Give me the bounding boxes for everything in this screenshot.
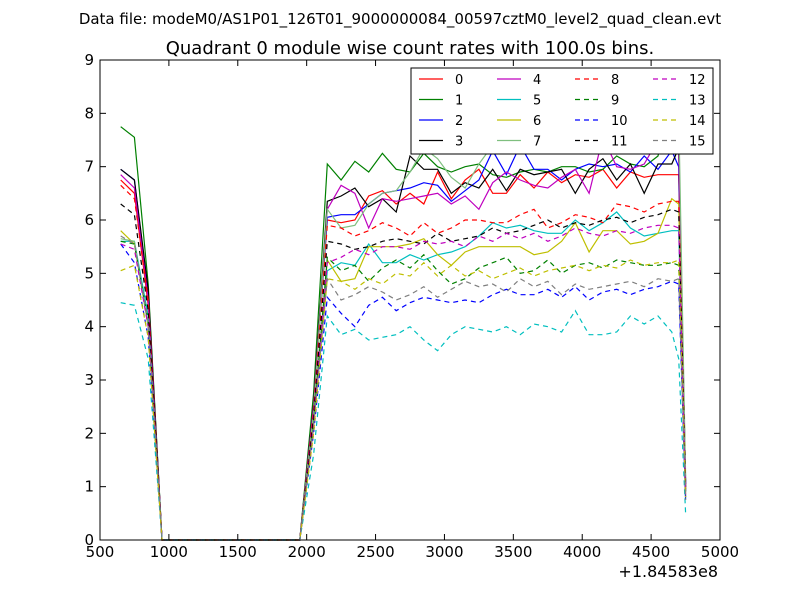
series-line-0 <box>120 168 687 541</box>
y-tick-label: 1 <box>84 478 94 496</box>
y-tick-label: 9 <box>84 51 94 69</box>
x-tick-label: 2000 <box>288 543 326 561</box>
y-tick-label: 2 <box>84 424 94 442</box>
legend-label-7: 7 <box>533 135 541 150</box>
series-line-7 <box>120 93 687 541</box>
series-line-2 <box>120 144 687 541</box>
legend-label-8: 8 <box>611 73 619 88</box>
legend-label-12: 12 <box>689 73 706 88</box>
y-tick-label: 6 <box>84 211 94 229</box>
x-offset-label: +1.84583e8 <box>618 562 718 581</box>
series-line-6 <box>120 197 687 541</box>
legend-box <box>410 67 714 155</box>
x-tick-label: 500 <box>86 543 115 561</box>
plot-lines <box>120 93 687 541</box>
series-line-8 <box>120 184 687 541</box>
series-line-11 <box>120 203 687 541</box>
x-tick-label: 3500 <box>494 543 532 561</box>
y-tick-label: 5 <box>84 264 94 282</box>
legend-label-4: 4 <box>533 73 541 88</box>
series-line-13 <box>120 302 687 541</box>
legend-label-15: 15 <box>689 135 706 150</box>
figure-suptitle: Data file: modeM0/AS1P01_126T01_90000000… <box>79 10 721 29</box>
x-tick-label: 2500 <box>356 543 394 561</box>
x-tick-label: 4000 <box>563 543 601 561</box>
legend-label-5: 5 <box>533 94 541 109</box>
x-tick-label: 3000 <box>425 543 463 561</box>
series-line-10 <box>120 243 687 541</box>
x-tick-label: 1000 <box>150 543 188 561</box>
legend-label-3: 3 <box>455 135 463 150</box>
series-line-4 <box>120 135 687 541</box>
x-tick-label: 5000 <box>701 543 739 561</box>
y-tick-label: 0 <box>84 531 94 549</box>
series-line-14 <box>120 259 687 541</box>
x-tick-label: 1500 <box>219 543 257 561</box>
y-tick-label: 4 <box>84 318 94 336</box>
legend-label-2: 2 <box>455 114 463 129</box>
plot-frame <box>99 59 721 541</box>
legend-label-14: 14 <box>689 114 706 129</box>
x-tick-label: 4500 <box>632 543 670 561</box>
series-line-5 <box>120 211 687 541</box>
series-line-12 <box>120 224 687 541</box>
series-line-3 <box>120 147 687 541</box>
legend-label-11: 11 <box>611 135 628 150</box>
legend-label-1: 1 <box>455 94 463 109</box>
series-line-15 <box>120 235 687 541</box>
series-line-9 <box>120 240 687 541</box>
legend-label-9: 9 <box>611 94 619 109</box>
legend-label-6: 6 <box>533 114 541 129</box>
y-tick-label: 8 <box>84 104 94 122</box>
y-tick-label: 3 <box>84 371 94 389</box>
legend-label-10: 10 <box>611 114 628 129</box>
legend-label-13: 13 <box>689 94 706 109</box>
plot-border <box>99 59 721 541</box>
series-line-1 <box>120 97 687 541</box>
y-tick-label: 7 <box>84 158 94 176</box>
x-axis-ticks: 500 1000 1500 2000 2500 3000 3500 4000 4500 5000 <box>86 60 739 561</box>
chart-title: Quadrant 0 module wise count rates with … <box>166 38 655 59</box>
legend-label-0: 0 <box>455 73 463 88</box>
